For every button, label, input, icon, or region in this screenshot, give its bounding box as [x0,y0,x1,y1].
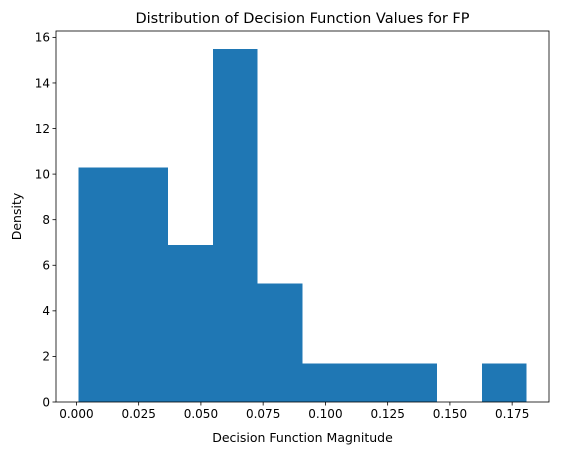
y-tick-label: 14 [35,76,50,90]
histogram-bar [392,363,437,402]
x-axis-label: Decision Function Magnitude [212,430,393,445]
y-tick-label: 16 [35,31,50,45]
y-axis-label: Density [9,192,24,240]
chart-title: Distribution of Decision Function Values… [135,11,469,27]
histogram-bar [257,283,303,402]
histogram-bar [168,244,213,402]
histogram-bar [78,167,124,402]
y-tick-label: 4 [42,304,50,318]
y-tick-label: 12 [35,122,50,136]
y-tick-label: 8 [42,213,50,227]
x-tick-label: 0.125 [370,407,404,421]
axes-group: 0.000 0.025 0.050 0.075 0.100 0.125 0.150 0.175… [35,30,550,421]
x-tick-label: 0.150 [433,407,467,421]
y-tick-label: 6 [42,259,50,273]
x-tick-label: 0.075 [246,407,280,421]
y-tick-label: 10 [35,167,50,181]
x-tick-label: 0.050 [184,407,218,421]
histogram-bar [212,48,258,403]
histogram-bar [347,363,393,402]
bars-group [78,48,527,403]
histogram-bar [123,167,169,402]
y-tick-label: 2 [42,350,50,364]
plot-frame [55,30,550,403]
x-tick-label: 0.100 [308,407,342,421]
x-tick-label: 0.175 [495,407,529,421]
histogram-bar [481,363,527,402]
x-tick-label: 0.025 [121,407,155,421]
histogram-bar [302,363,348,402]
x-tick-label: 0.000 [59,407,93,421]
y-tick-label: 0 [42,395,50,409]
